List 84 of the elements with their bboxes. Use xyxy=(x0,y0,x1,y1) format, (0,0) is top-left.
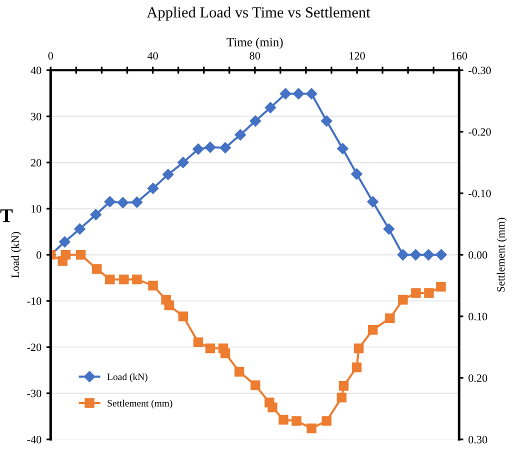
point xyxy=(338,381,349,391)
point xyxy=(436,249,447,260)
y2-tick-label: -0.10 xyxy=(468,190,491,198)
point xyxy=(306,423,316,434)
y2-tick-label: -0.30 xyxy=(468,66,491,74)
point xyxy=(398,294,408,305)
point xyxy=(336,392,347,402)
point xyxy=(193,337,204,348)
point xyxy=(74,223,86,235)
point xyxy=(162,168,174,180)
point xyxy=(132,274,142,284)
point xyxy=(250,115,261,127)
point xyxy=(352,362,362,372)
y-tick-label: 10 xyxy=(32,205,42,213)
point xyxy=(147,182,159,194)
point xyxy=(292,88,304,100)
point xyxy=(234,129,246,140)
point xyxy=(383,223,395,235)
point xyxy=(234,366,244,377)
point xyxy=(164,300,174,310)
point xyxy=(337,143,348,154)
x-tick-label: 120 xyxy=(350,52,365,60)
x-tick-label: 160 xyxy=(452,52,468,60)
chart-title: Applied Load vs Time vs Settlement xyxy=(146,6,370,21)
point xyxy=(76,250,86,260)
point xyxy=(410,249,422,260)
point xyxy=(397,249,409,260)
y-axis-title: Load (kN) xyxy=(11,232,22,278)
y2-tick-label: 0.00 xyxy=(468,251,488,259)
point xyxy=(424,288,434,298)
y2-tick-label: 0.30 xyxy=(468,436,488,444)
point xyxy=(131,196,143,208)
y-tick-label: 40 xyxy=(30,66,42,74)
point xyxy=(351,168,362,180)
y-tick-label: 20 xyxy=(31,158,42,166)
legend-label: Load (kN) xyxy=(107,373,148,382)
y-tick-label: -20 xyxy=(27,344,42,352)
point xyxy=(104,196,116,208)
point xyxy=(306,88,318,100)
point xyxy=(280,88,292,100)
point xyxy=(192,144,204,155)
point xyxy=(178,311,188,322)
point xyxy=(264,102,276,114)
point xyxy=(105,274,115,284)
point xyxy=(220,142,231,154)
point xyxy=(268,402,278,412)
point xyxy=(367,196,378,208)
point xyxy=(60,250,71,260)
point xyxy=(292,416,302,426)
point xyxy=(90,209,102,220)
point xyxy=(250,380,260,390)
point xyxy=(278,414,288,425)
point xyxy=(204,142,216,153)
point xyxy=(119,274,129,284)
y2-axis-title: Settlement (mm) xyxy=(496,218,507,292)
y2-tick-label: 0.20 xyxy=(468,374,488,382)
point xyxy=(411,288,421,298)
point xyxy=(321,115,332,127)
x-tick-label: 0 xyxy=(48,52,54,60)
text: T xyxy=(0,209,13,222)
point xyxy=(117,197,129,208)
point xyxy=(178,156,189,168)
y-tick-label: -10 xyxy=(27,297,42,305)
point xyxy=(436,282,446,292)
point xyxy=(385,313,395,324)
legend-label: Settlement (mm) xyxy=(108,400,172,409)
x-axis-title: Time (min) xyxy=(226,38,283,49)
y-tick-label: -40 xyxy=(27,436,42,444)
point xyxy=(368,325,378,335)
y-tick-label: -30 xyxy=(27,390,42,398)
point xyxy=(205,343,216,354)
point xyxy=(322,416,332,426)
point xyxy=(92,264,102,274)
y-tick-label: 30 xyxy=(31,112,42,120)
point xyxy=(59,236,70,248)
point xyxy=(220,348,230,358)
y2-tick-label: 0.10 xyxy=(468,312,488,320)
point xyxy=(422,249,434,260)
point xyxy=(354,343,364,354)
y-tick-label: 0 xyxy=(36,251,42,259)
x-tick-label: 80 xyxy=(250,52,260,60)
x-tick-label: 40 xyxy=(147,52,158,60)
point xyxy=(148,280,158,290)
y2-tick-label: -0.20 xyxy=(468,128,491,136)
